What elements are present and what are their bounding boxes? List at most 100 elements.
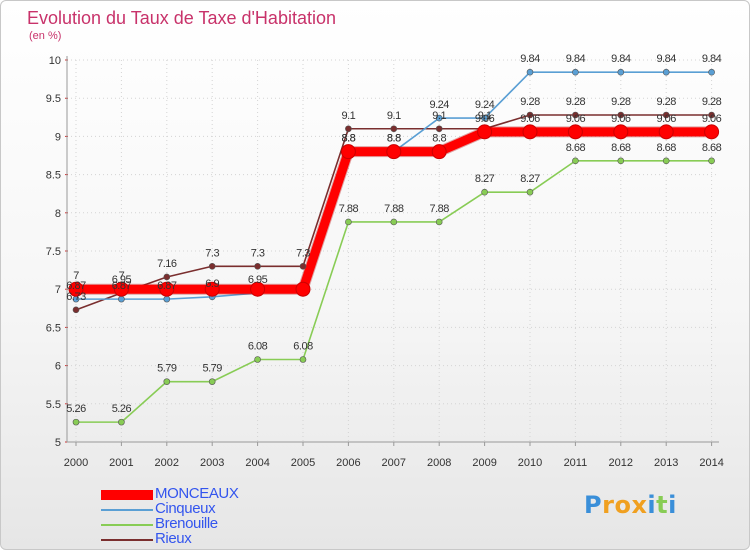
- data-label-cinqueux: 6.87: [157, 280, 177, 292]
- data-label-monceaux: 9.06: [702, 113, 722, 125]
- data-label-rieux: 7.3: [251, 247, 265, 259]
- data-label-brenouille: 5.26: [66, 403, 86, 415]
- point-brenouille: [572, 157, 579, 165]
- data-label-cinqueux: 9.84: [611, 53, 631, 65]
- y-tick-label: 7: [55, 284, 61, 296]
- x-tick-label: 2003: [200, 457, 224, 469]
- data-label-cinqueux: 6.87: [112, 280, 132, 292]
- point-rieux: [526, 111, 534, 119]
- series-points: [68, 68, 720, 426]
- point-cinqueux: [708, 68, 715, 76]
- data-label-monceaux: 9.06: [611, 113, 631, 125]
- legend-label-monceaux: MONCEAUX: [155, 485, 239, 502]
- point-rieux: [345, 125, 352, 133]
- data-label-rieux: 9.1: [478, 110, 492, 122]
- logo-letter: r: [602, 491, 615, 519]
- data-label-brenouille: 6.08: [248, 340, 268, 352]
- x-tick-label: 2000: [64, 457, 88, 469]
- data-label-brenouille: 5.26: [112, 403, 132, 415]
- point-monceaux: [704, 124, 720, 140]
- data-label-brenouille: 8.68: [702, 142, 722, 154]
- data-label-cinqueux: 6.95: [248, 274, 268, 286]
- data-label-rieux: 7.3: [205, 247, 219, 259]
- data-label-brenouille: 8.68: [566, 142, 586, 154]
- y-tick-label: 5: [55, 437, 61, 449]
- axes: [65, 56, 719, 446]
- x-tick-label: 2012: [609, 457, 633, 469]
- point-cinqueux: [118, 295, 125, 303]
- data-label-cinqueux: 9.84: [702, 53, 722, 65]
- point-brenouille: [526, 188, 534, 196]
- point-rieux: [208, 262, 216, 270]
- point-brenouille: [299, 356, 307, 363]
- data-label-rieux: 9.28: [566, 96, 586, 108]
- data-label-cinqueux: 9.24: [429, 99, 449, 111]
- point-brenouille: [163, 378, 171, 385]
- data-label-cinqueux: 9.84: [566, 53, 586, 65]
- data-label-cinqueux: 9.24: [475, 99, 495, 111]
- point-cinqueux: [617, 68, 625, 76]
- legend-swatch-rieux: [101, 538, 153, 541]
- x-tick-label: 2005: [291, 457, 315, 469]
- logo-letter: o: [614, 491, 632, 519]
- data-label-brenouille: 8.68: [611, 142, 631, 154]
- proxiti-logo: Proxiti: [584, 491, 677, 519]
- point-brenouille: [345, 218, 352, 226]
- legend-label-cinqueux: Cinqueux: [155, 500, 216, 517]
- data-label-rieux: 7.16: [157, 258, 177, 270]
- point-brenouille: [708, 157, 715, 165]
- logo-letter: x: [631, 491, 648, 519]
- data-label-rieux: 9.28: [520, 96, 540, 108]
- point-rieux: [390, 125, 398, 133]
- point-brenouille: [254, 356, 261, 363]
- point-rieux: [617, 111, 625, 119]
- data-label-monceaux: 9.06: [566, 113, 586, 125]
- data-label-rieux: 9.1: [387, 110, 401, 122]
- point-brenouille: [617, 157, 625, 165]
- data-label-rieux: 9.28: [611, 96, 631, 108]
- point-rieux: [708, 111, 715, 119]
- x-ticks: 2000 2001 2002 2003 2004 2005 2006 2007 2008 2009…: [64, 457, 724, 469]
- y-ticks: 5 5.5 6 6.5 7 7.5 8 8.5 9 9.5 10: [46, 55, 61, 449]
- point-rieux: [662, 111, 670, 119]
- point-cinqueux: [662, 68, 670, 76]
- y-unit-label: (en %): [29, 30, 62, 42]
- point-rieux: [72, 306, 80, 314]
- data-label-monceaux: 8.8: [432, 133, 446, 145]
- point-rieux: [572, 111, 579, 119]
- point-monceaux: [250, 281, 266, 297]
- data-label-brenouille: 5.79: [202, 363, 222, 375]
- point-rieux: [435, 125, 443, 133]
- x-tick-label: 2011: [564, 457, 588, 469]
- y-tick-label: 5.5: [46, 399, 61, 411]
- point-cinqueux: [572, 68, 579, 76]
- chart-title: Evolution du Taux de Taxe d'Habitation: [27, 8, 336, 28]
- point-cinqueux: [481, 114, 488, 122]
- point-rieux: [299, 262, 307, 270]
- point-rieux: [254, 262, 261, 270]
- y-tick-label: 6: [55, 361, 61, 373]
- point-cinqueux: [163, 295, 171, 303]
- logo-letter: i: [647, 491, 657, 519]
- point-rieux: [163, 273, 171, 281]
- y-tick-label: 8: [55, 208, 61, 220]
- data-label-rieux: 6.95: [112, 274, 132, 286]
- data-label-brenouille: 6.08: [293, 340, 313, 352]
- x-tick-label: 2009: [472, 457, 496, 469]
- data-label-rieux: 9.1: [432, 110, 446, 122]
- data-label-brenouille: 8.27: [475, 173, 495, 185]
- x-tick-label: 2004: [245, 457, 269, 469]
- y-tick-label: 10: [49, 55, 61, 67]
- x-tick-label: 2006: [336, 457, 360, 469]
- x-tick-label: 2013: [654, 457, 678, 469]
- y-tick-label: 7.5: [46, 246, 61, 258]
- legend-swatch-monceaux: [101, 489, 153, 500]
- point-monceaux: [159, 281, 175, 297]
- y-tick-label: 9.5: [46, 93, 61, 105]
- data-label-cinqueux: 8.8: [387, 133, 401, 145]
- data-label-rieux: 9.28: [656, 96, 676, 108]
- data-label-monceaux: 7: [119, 270, 125, 282]
- point-monceaux: [68, 281, 84, 297]
- point-cinqueux: [435, 114, 443, 122]
